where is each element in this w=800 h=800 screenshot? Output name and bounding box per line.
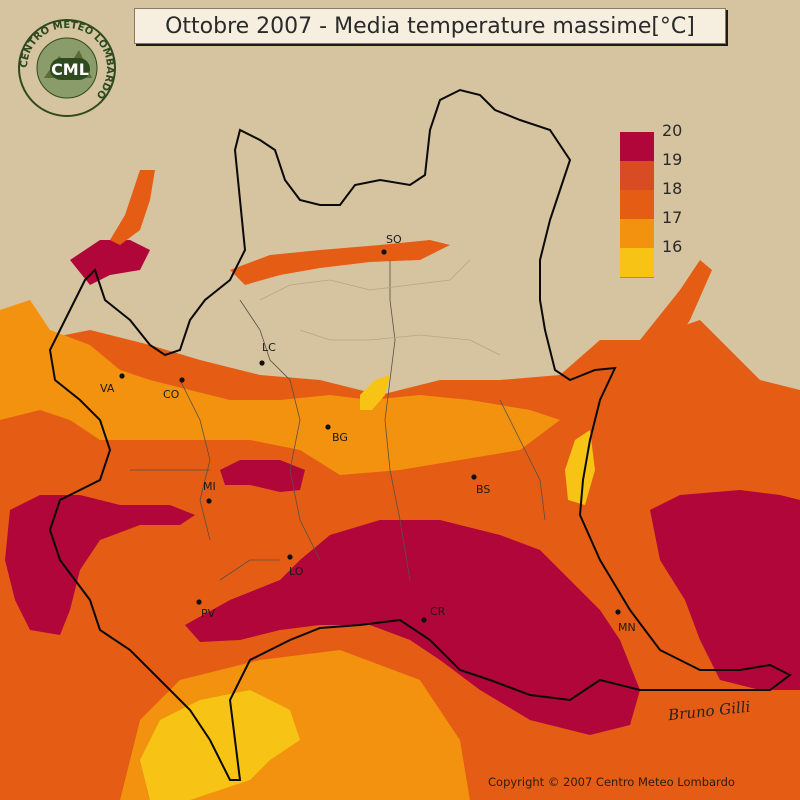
legend-swatch [620,248,654,278]
band-18 [600,260,712,380]
city-dot-so [381,249,387,255]
band-18 [0,640,140,800]
legend-swatch [620,190,654,220]
city-dot-lc [259,360,265,366]
legend-swatch [620,132,654,162]
city-label-lo: LO [289,565,304,578]
band-16 [140,690,300,800]
city-label-cr: CR [430,605,446,618]
legend-swatch [620,219,654,249]
city-label-so: SO [386,233,402,246]
city-label-bg: BG [332,431,348,444]
legend-label: 20 [662,121,683,140]
logo-abbreviation: CML [50,58,90,80]
city-dot-va [119,373,125,379]
city-label-co: CO [163,388,180,401]
city-dot-lo [287,554,293,560]
city-label-bs: BS [476,483,491,496]
city-dot-bg [325,424,331,430]
legend-label: 18 [662,179,683,198]
legend-swatch [620,161,654,191]
city-dots [119,249,621,623]
city-label-lc: LC [262,341,276,354]
band-20 [650,490,800,690]
city-dot-mi [206,498,212,504]
logo-emblem: CENTRO METEO LOMBARDO [18,19,116,117]
city-dot-co [179,377,185,383]
band-18 [110,170,155,245]
cml-logo: CENTRO METEO LOMBARDO CML [14,8,120,128]
city-label-pv: PV [201,607,216,620]
band-18 [230,240,450,285]
band-17 [0,300,560,475]
city-dot-pv [196,599,202,605]
city-dot-mn [615,609,621,615]
city-dot-cr [421,617,427,623]
band-20 [220,460,305,492]
map-title: Ottobre 2007 - Media temperature massime… [134,8,726,44]
legend-label: 16 [662,237,683,256]
city-dot-bs [471,474,477,480]
legend-label: 17 [662,208,683,227]
copyright-text: Copyright © 2007 Centro Meteo Lombardo [488,775,735,789]
legend-label: 19 [662,150,683,169]
city-label-mi: MI [203,480,216,493]
province-border [130,260,546,581]
band-16 [360,375,390,410]
city-label-va: VA [100,382,115,395]
band-20 [5,495,195,635]
city-label-mn: MN [618,621,636,634]
province-border [259,259,501,356]
region-border [48,88,792,781]
